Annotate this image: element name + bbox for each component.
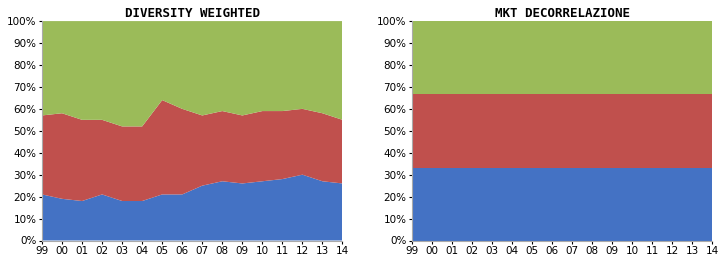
Title: MKT DECORRELAZIONE: MKT DECORRELAZIONE [494, 7, 629, 20]
Title: DIVERSITY WEIGHTED: DIVERSITY WEIGHTED [125, 7, 260, 20]
